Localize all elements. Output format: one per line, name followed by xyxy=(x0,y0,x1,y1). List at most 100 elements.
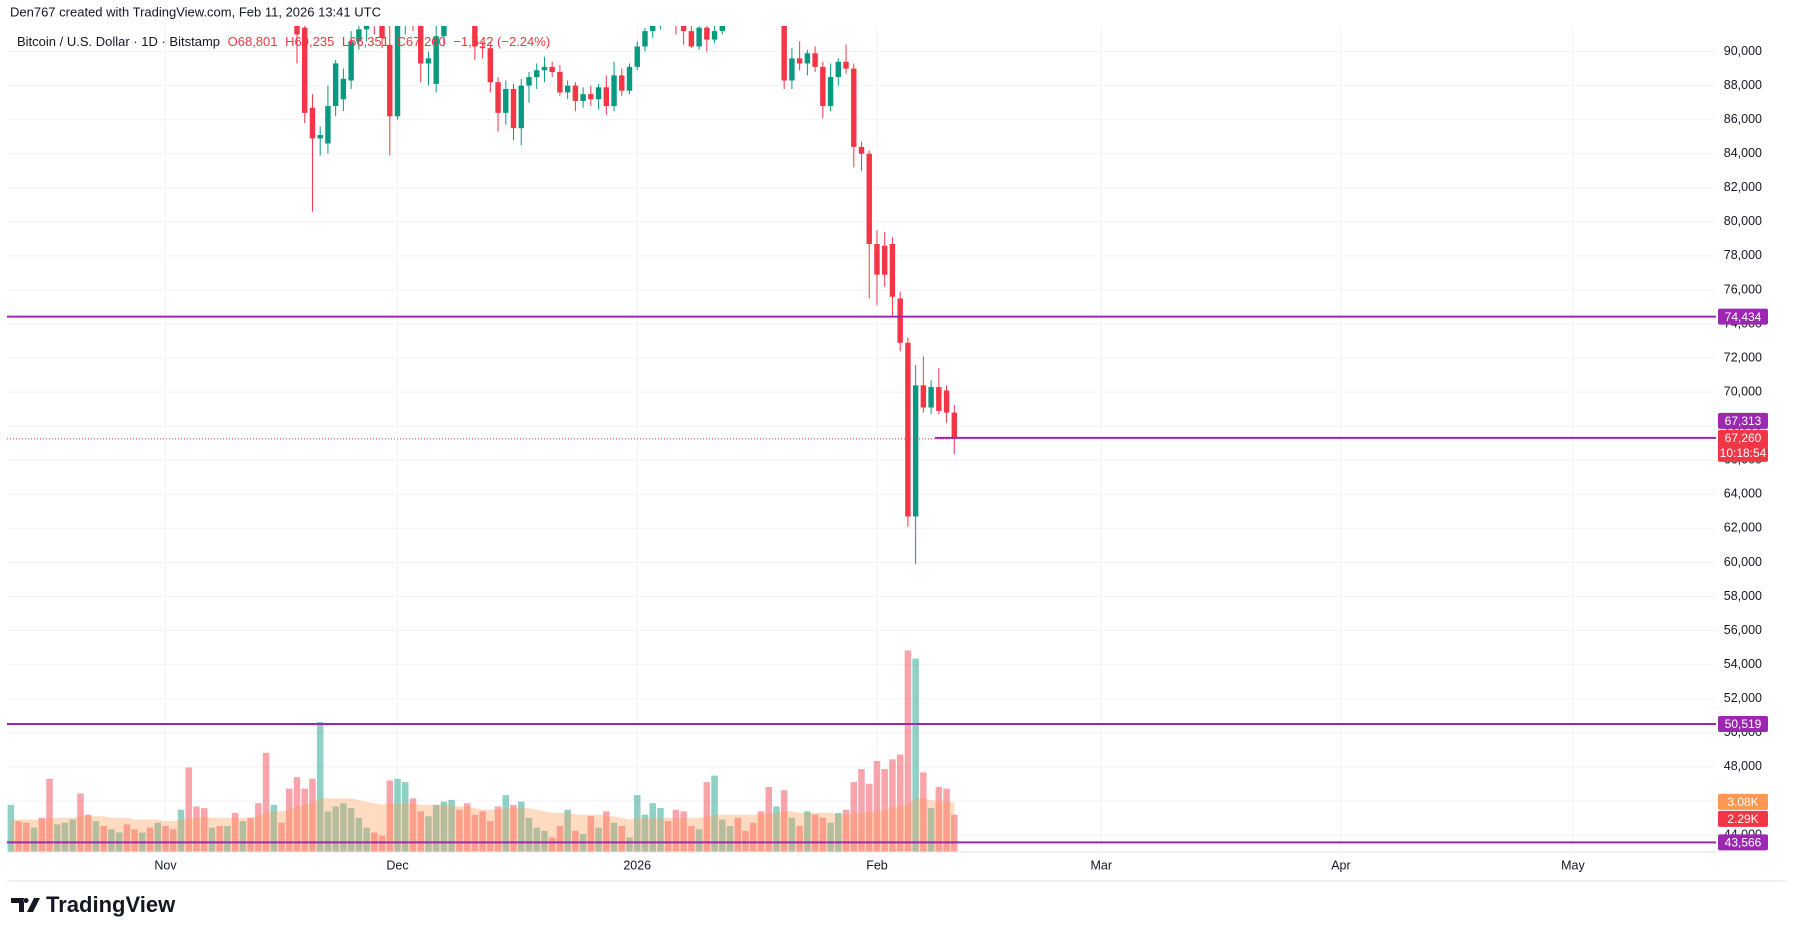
volume-bar xyxy=(548,837,556,852)
volume-bar xyxy=(432,804,440,852)
volume-bar xyxy=(649,803,656,852)
candle-body xyxy=(680,26,687,32)
volume-bar xyxy=(7,804,15,852)
level-tag xyxy=(1718,715,1768,732)
volume-bar xyxy=(270,804,278,852)
candle-body xyxy=(595,87,602,100)
volume-bar xyxy=(456,809,463,852)
volume-bar xyxy=(409,798,417,852)
candle-body xyxy=(603,87,610,107)
volume-bar xyxy=(603,811,610,852)
legend-change: −1,542 (−2.24%) xyxy=(453,34,550,49)
candle-body xyxy=(302,27,308,113)
y-tick-label: 64,000 xyxy=(1724,487,1762,501)
candle-body xyxy=(936,387,942,411)
candle-body xyxy=(503,89,509,113)
candle-body xyxy=(418,26,424,64)
y-tick-label: 88,000 xyxy=(1724,78,1762,92)
grid-layer xyxy=(7,26,1716,852)
volume-bar xyxy=(332,806,339,852)
candle-body xyxy=(526,77,532,86)
volume-bar xyxy=(84,814,92,852)
volume-bar xyxy=(247,817,254,852)
candle-body xyxy=(387,44,393,117)
volume-bar xyxy=(309,778,316,852)
candle-body xyxy=(634,46,640,67)
candle-body xyxy=(858,146,865,154)
volume-bar xyxy=(896,754,904,852)
volume-bar xyxy=(633,795,641,852)
volume-bar xyxy=(804,811,811,852)
volume-bar xyxy=(286,788,293,852)
footer-brand: TradingView xyxy=(46,892,176,917)
volume-bar xyxy=(827,822,834,852)
volume-bar xyxy=(100,825,107,852)
volume-bar xyxy=(641,814,649,852)
volume-bar xyxy=(835,812,842,852)
level-tag-label: 74,434 xyxy=(1725,310,1762,324)
candle-body xyxy=(549,66,555,72)
candle-body xyxy=(479,46,486,49)
volume-bar xyxy=(935,786,943,852)
volume-bar xyxy=(943,788,950,852)
y-tick-label: 84,000 xyxy=(1724,146,1762,160)
candle-body xyxy=(309,107,316,139)
volume-bar xyxy=(533,827,540,852)
volume-bar xyxy=(587,816,595,852)
volume-bar xyxy=(440,801,448,852)
volume-bar xyxy=(378,835,386,852)
volume-bar xyxy=(858,769,865,852)
candle-body xyxy=(619,75,625,91)
level-tag xyxy=(1718,834,1768,851)
volume-bar xyxy=(417,811,424,852)
candle-body xyxy=(564,85,571,93)
candle-body xyxy=(688,31,695,47)
volume-bar xyxy=(316,721,324,852)
y-tick-label: 90,000 xyxy=(1724,44,1762,58)
volume-bar xyxy=(494,806,502,852)
volume-bar xyxy=(618,825,626,852)
volume-bar xyxy=(873,760,881,852)
volume-bar xyxy=(402,782,409,852)
volume-bar xyxy=(46,778,53,852)
candle-body xyxy=(781,26,787,81)
candle-body xyxy=(820,66,826,107)
volume-bar xyxy=(680,811,687,852)
candle-body xyxy=(317,134,323,139)
y-tick-label: 70,000 xyxy=(1724,384,1762,398)
volume-bar xyxy=(77,793,84,852)
candle-body xyxy=(294,26,300,35)
candle-body xyxy=(510,89,517,129)
volume-bar xyxy=(177,809,185,852)
x-tick-label: 2026 xyxy=(623,858,651,872)
volume-bar xyxy=(463,803,471,852)
volume-bar xyxy=(556,825,564,852)
candle-body xyxy=(804,53,811,64)
volume-ma-area xyxy=(10,798,955,852)
candle-body xyxy=(851,68,857,147)
y-tick-label: 54,000 xyxy=(1724,657,1762,671)
volume-bar xyxy=(448,799,455,852)
candle-body xyxy=(541,66,548,71)
volume-bar xyxy=(394,778,401,852)
candle-body xyxy=(928,387,934,408)
volume-bar xyxy=(703,782,711,852)
level-tag-label: 43,566 xyxy=(1725,836,1762,850)
candle-body xyxy=(912,385,919,517)
candle-body xyxy=(905,342,911,517)
x-tick-label: Nov xyxy=(154,858,177,872)
candle-body xyxy=(943,390,950,413)
candle-body xyxy=(425,58,432,64)
overlay-layer: 44,00046,00048,00050,00052,00054,00056,0… xyxy=(7,44,1768,872)
volume-bar xyxy=(23,822,30,852)
candle-body xyxy=(866,153,872,244)
footer-logo: TradingView xyxy=(11,892,176,917)
y-tick-label: 48,000 xyxy=(1724,759,1762,773)
x-tick-label: Mar xyxy=(1090,858,1112,872)
volume-bar xyxy=(796,825,803,852)
legend-high: H69,235 xyxy=(285,34,334,49)
candle-body xyxy=(696,27,702,47)
volume-bar xyxy=(255,803,262,852)
volume-bar xyxy=(757,811,765,852)
candle-layer xyxy=(294,26,958,565)
